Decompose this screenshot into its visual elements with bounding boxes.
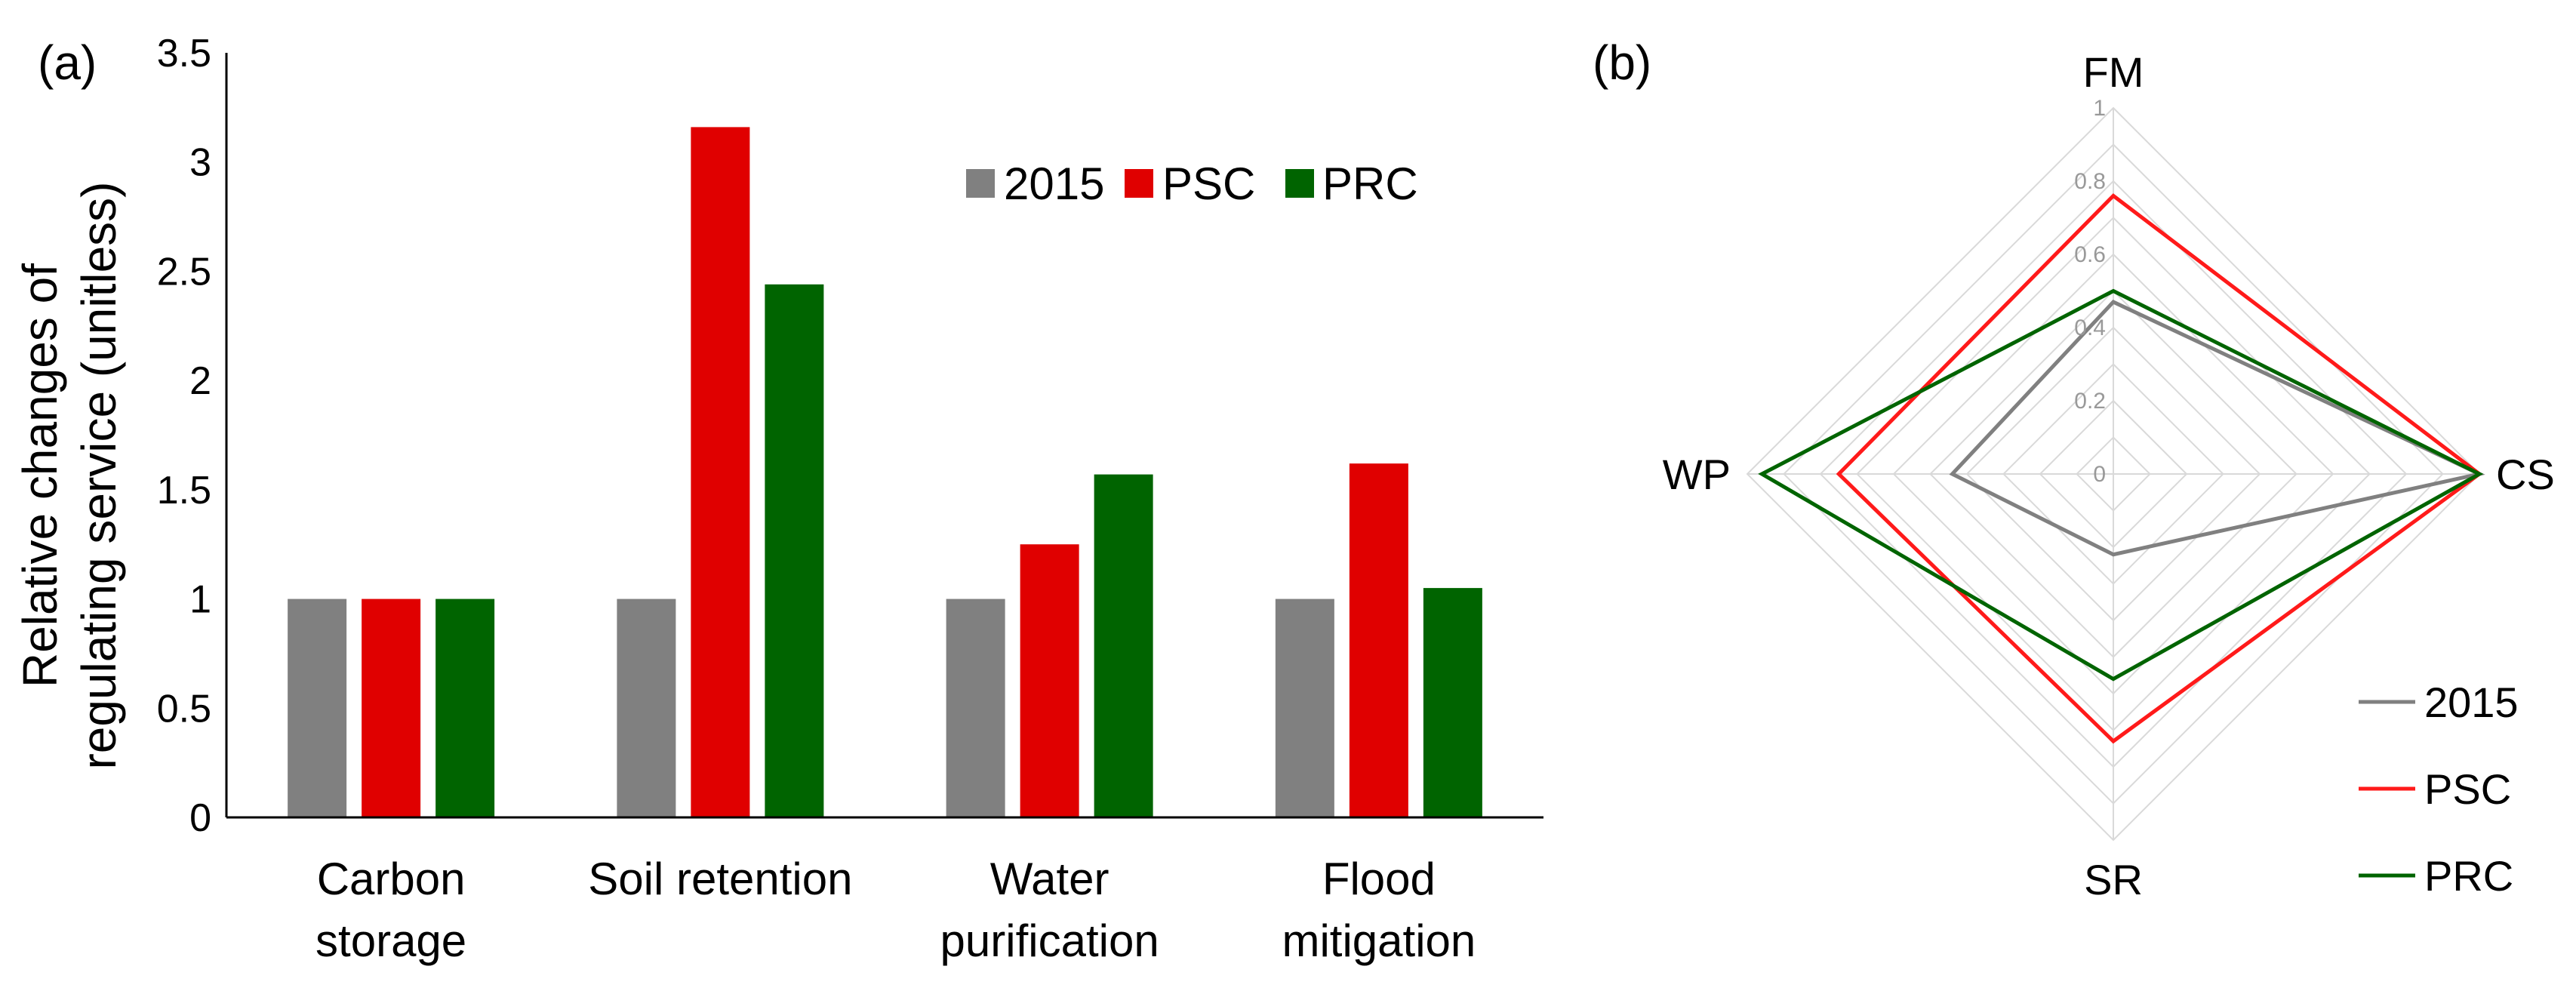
x-category-label: Carbon [317,854,466,904]
bar-2015-4 [1275,599,1334,817]
radar-tick-label: 0.6 [2074,242,2106,267]
bar-series [288,127,1482,818]
radar-line-psc [1836,193,2483,744]
y-tick-label: 2 [189,359,211,403]
radar-legend-label-2015: 2015 [2424,679,2519,726]
y-axis-label-line1: Relative changes of [13,263,67,688]
radar-legend-label-psc: PSC [2424,765,2511,813]
radar-axis-label-fm: FM [2083,48,2144,96]
y-tick-label: 3.5 [157,32,211,75]
legend-label-psc: PSC [1162,158,1255,209]
x-category-label: storage [315,916,466,966]
bar-chart-panel: (a) Relative changes of regulating servi… [13,32,1543,966]
bar-prc-3 [1094,474,1153,817]
radar-chart-panel: (b) 0 0.2 0.4 0.6 0.8 1 FM CS SR WP 2015 PSC PRC [1593,35,2555,903]
radar-radial-tick-labels: 0 0.2 0.4 0.6 0.8 1 [2074,96,2106,487]
y-tick-label: 0.5 [157,687,211,731]
y-tick-labels: 0 0.5 1 1.5 2 2.5 3 3.5 [157,32,211,840]
radar-axis-labels: FM CS SR WP [1663,48,2555,903]
y-tick-label: 0 [189,796,211,840]
radar-tick-label: 0.8 [2074,169,2106,194]
radar-line-prc [1758,288,2484,682]
legend-swatch-prc [1285,169,1314,198]
y-tick-label: 1 [189,578,211,622]
bar-legend: 2015 PSC PRC [966,158,1418,209]
radar-series [1758,193,2485,744]
radar-legend-label-prc: PRC [2424,852,2513,900]
y-tick-label: 2.5 [157,250,211,294]
bar-prc-4 [1423,588,1482,817]
panel-b-label: (b) [1593,35,1651,90]
bar-psc-2 [691,127,750,818]
y-tick-label: 3 [189,141,211,185]
radar-tick-label: 0.4 [2074,315,2106,340]
radar-line-2015 [1949,300,2485,557]
radar-axis-label-sr: SR [2084,856,2143,903]
bar-prc-2 [765,284,824,817]
x-category-label: Soil retention [588,854,852,904]
radar-axis-label-cs: CS [2496,451,2555,498]
bar-2015-2 [617,599,676,817]
legend-swatch-2015 [966,169,995,198]
radar-tick-label: 0.2 [2074,389,2106,414]
x-category-label: Water [990,854,1109,904]
bar-prc-1 [435,599,495,817]
bar-psc-4 [1349,463,1408,817]
x-category-label: mitigation [1282,916,1476,966]
radar-grid [1746,106,2481,842]
x-category-label: purification [940,916,1159,966]
x-category-label: Flood [1322,854,1436,904]
y-axis-label-line2: regulating service (unitless) [72,182,126,770]
legend-label-2015: 2015 [1004,158,1104,209]
radar-axis-label-wp: WP [1663,451,1731,498]
radar-tick-label: 1 [2093,96,2106,121]
panel-a-label: (a) [38,35,97,90]
bar-psc-3 [1020,544,1079,817]
x-category-labels: Carbon storage Soil retention Water purifica… [315,854,1476,966]
y-tick-label: 1.5 [157,469,211,512]
bar-2015-1 [288,599,347,817]
bar-psc-1 [362,599,421,817]
radar-tick-label: 0 [2093,462,2106,487]
legend-swatch-psc [1125,169,1153,198]
legend-label-prc: PRC [1322,158,1418,209]
bar-2015-3 [946,599,1005,817]
radar-legend: 2015 PSC PRC [2359,679,2519,900]
